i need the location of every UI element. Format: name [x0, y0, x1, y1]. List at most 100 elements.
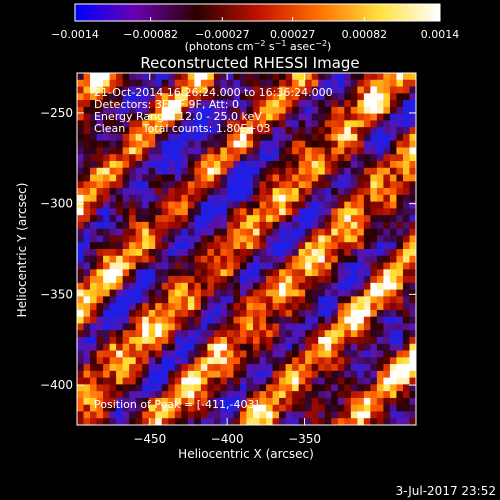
- heatmap-cell: [161, 397, 169, 406]
- heatmap-cell: [116, 309, 124, 318]
- heatmap-cell: [174, 370, 182, 379]
- heatmap-cell: [103, 364, 111, 372]
- heatmap-cell: [318, 357, 326, 365]
- heatmap-cell: [96, 316, 104, 325]
- heatmap-cell: [161, 194, 169, 203]
- heatmap-cell: [266, 303, 274, 311]
- heatmap-cell: [187, 201, 195, 209]
- heatmap-cell: [161, 113, 169, 121]
- heatmap-cell: [168, 235, 176, 243]
- colorbar: [74, 3, 441, 22]
- heatmap-cell: [409, 86, 416, 94]
- heatmap-cell: [109, 113, 117, 121]
- heatmap-cell: [103, 309, 111, 318]
- heatmap-cell: [363, 79, 371, 88]
- heatmap-cell: [259, 215, 267, 223]
- heatmap-cell: [181, 73, 189, 81]
- heatmap-cell: [246, 397, 254, 406]
- heatmap-cell: [200, 249, 208, 257]
- heatmap-cell: [226, 127, 235, 135]
- heatmap-cell: [96, 303, 104, 311]
- heatmap-cell: [174, 397, 182, 406]
- heatmap-cell: [324, 221, 332, 230]
- heatmap-cell: [103, 235, 111, 243]
- heatmap-cell: [272, 309, 280, 318]
- heatmap-cell: [292, 316, 300, 325]
- heatmap-cell: [246, 316, 254, 325]
- heatmap-cell: [324, 154, 332, 162]
- heatmap-cell: [266, 262, 274, 270]
- heatmap-cell: [226, 255, 235, 264]
- heatmap-cell: [116, 215, 124, 223]
- heatmap-cell: [266, 242, 274, 250]
- heatmap-cell: [292, 418, 300, 425]
- heatmap-cell: [253, 127, 261, 135]
- heatmap-cell: [135, 194, 143, 203]
- heatmap-cell: [292, 262, 300, 270]
- heatmap-cell: [253, 133, 261, 142]
- heatmap-cell: [246, 282, 254, 291]
- heatmap-cell: [324, 397, 332, 406]
- heatmap-cell: [383, 120, 391, 128]
- heatmap-cell: [331, 161, 339, 169]
- heatmap-cell: [220, 106, 228, 115]
- heatmap-cell: [96, 276, 104, 284]
- heatmap-cell: [246, 303, 254, 311]
- heatmap-cell: [253, 174, 261, 182]
- heatmap-cell: [194, 343, 202, 352]
- heatmap-cell: [200, 330, 208, 338]
- heatmap-cell: [383, 343, 391, 352]
- heatmap-cell: [311, 113, 319, 121]
- heatmap-cell: [213, 140, 222, 149]
- heatmap-cell: [168, 391, 176, 399]
- heatmap-cell: [187, 330, 195, 338]
- heatmap-cell: [350, 161, 358, 169]
- heatmap-cell: [292, 174, 300, 182]
- heatmap-cell: [200, 337, 208, 345]
- heatmap-cell: [402, 100, 411, 108]
- heatmap-cell: [396, 79, 404, 88]
- heatmap-cell: [298, 140, 306, 149]
- chart-title: Reconstructed RHESSI Image: [140, 54, 359, 72]
- heatmap-cell: [396, 309, 404, 318]
- heatmap-cell: [402, 133, 411, 142]
- heatmap-cell: [155, 120, 163, 128]
- heatmap-cell: [279, 201, 287, 209]
- heatmap-cell: [103, 228, 111, 237]
- heatmap-cell: [298, 208, 306, 216]
- heatmap-cell: [77, 167, 85, 176]
- heatmap-cell: [181, 391, 189, 399]
- heatmap-cell: [357, 161, 365, 169]
- heatmap-cell: [246, 201, 254, 209]
- heatmap-cell: [370, 188, 378, 196]
- heatmap-cell: [292, 330, 300, 338]
- heatmap-cell: [253, 73, 261, 81]
- heatmap-cell: [122, 357, 130, 365]
- heatmap-cell: [207, 330, 215, 338]
- heatmap-cell: [239, 323, 248, 331]
- heatmap-cell: [194, 93, 202, 101]
- heatmap-cell: [233, 242, 241, 250]
- heatmap-cell: [272, 100, 280, 108]
- heatmap-cell: [272, 276, 280, 284]
- heatmap-cell: [246, 79, 254, 88]
- heatmap-cell: [90, 337, 98, 345]
- heatmap-cell: [194, 242, 202, 250]
- heatmap-cell: [344, 215, 352, 223]
- heatmap-cell: [246, 73, 254, 81]
- heatmap-cell: [200, 113, 208, 121]
- heatmap-cell: [370, 404, 378, 413]
- heatmap-cell: [207, 377, 215, 385]
- heatmap-cell: [376, 86, 384, 94]
- heatmap-cell: [116, 282, 124, 291]
- heatmap-cell: [298, 100, 306, 108]
- heatmap-cell: [116, 161, 124, 169]
- heatmap-cell: [96, 86, 104, 94]
- heatmap-cell: [396, 269, 404, 277]
- heatmap-cell: [344, 404, 352, 413]
- heatmap-cell: [331, 357, 339, 365]
- heatmap-cell: [370, 79, 378, 88]
- heatmap-cell: [285, 391, 293, 399]
- heatmap-cell: [357, 181, 365, 189]
- heatmap-cell: [318, 120, 326, 128]
